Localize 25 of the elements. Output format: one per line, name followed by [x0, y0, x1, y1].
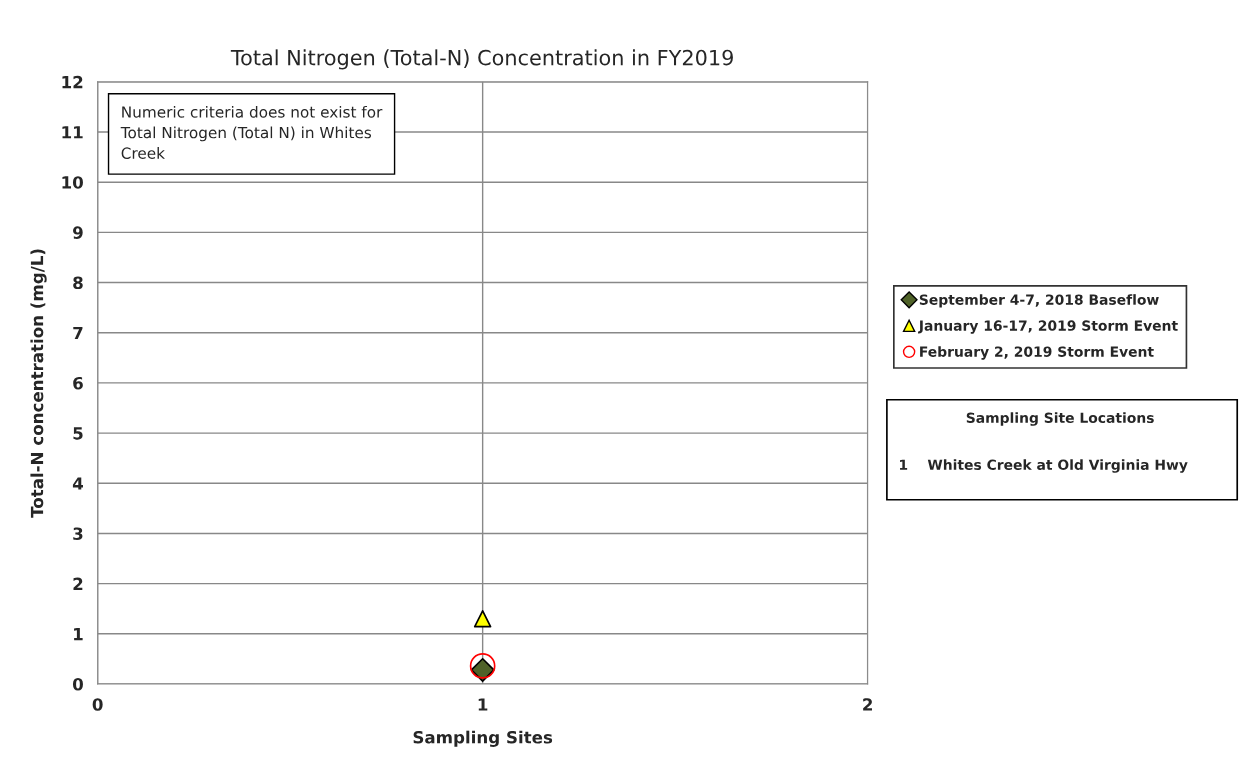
y-axis-title: Total-N concentration (mg/L): [30, 249, 47, 518]
y-tick-label: 8: [73, 276, 83, 290]
text: Sampling Site Locations: [966, 412, 1154, 426]
y-tick-label: 1: [74, 627, 83, 641]
y-tick-label: 0: [72, 677, 83, 691]
y-tick-label: 10: [62, 176, 83, 189]
x-tick-label: 1: [478, 698, 488, 711]
y-tick-label: 11: [62, 126, 83, 139]
legend-label: September 4-7, 2018 Baseflow: [919, 294, 1159, 308]
y-tick-label: 12: [62, 75, 83, 89]
y-tick-label: 5: [73, 427, 83, 440]
x-axis-title: Sampling Sites: [413, 730, 553, 747]
y-tick-label: 9: [73, 226, 83, 239]
y-tick-label: 6: [73, 376, 83, 390]
y-tick-label: 3: [73, 527, 83, 541]
x-tick-label: 2: [863, 698, 872, 711]
y-tick-label: 7: [73, 326, 83, 340]
x-tick-label: 0: [92, 698, 103, 711]
y-tick-label: 2: [73, 577, 83, 590]
legend-label: January 16-17, 2019 Storm Event: [918, 320, 1178, 334]
chart-title: Total Nitrogen (Total-N) Concentration in FY2019: [230, 49, 733, 70]
annotation: Numeric criteria does not exist for Total Nitrogen (Total N) in Whites Creek: [120, 105, 383, 159]
legend-label: February 2, 2019 Storm Event: [920, 346, 1154, 360]
y-tick-label: 4: [72, 477, 83, 490]
text: 1 Whites Creek at Old Virginia Hwy: [900, 459, 1188, 473]
